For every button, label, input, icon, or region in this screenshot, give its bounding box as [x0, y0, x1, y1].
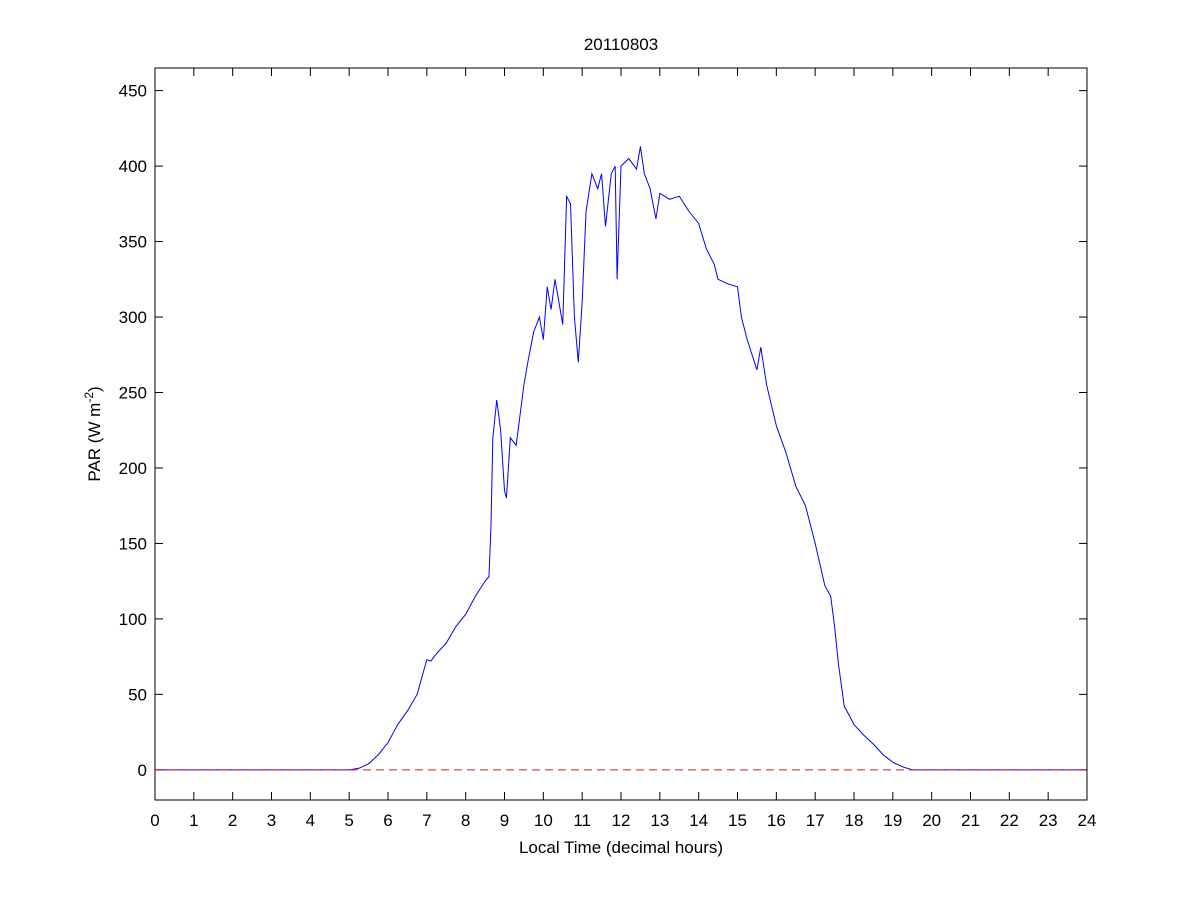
x-tick-label: 18 — [845, 811, 864, 830]
data-line — [155, 146, 1087, 771]
y-tick-label: 250 — [119, 383, 147, 402]
x-tick-label: 6 — [383, 811, 392, 830]
x-tick-label: 3 — [267, 811, 276, 830]
x-tick-label: 5 — [344, 811, 353, 830]
y-tick-label: 50 — [128, 685, 147, 704]
x-tick-label: 10 — [534, 811, 553, 830]
chart-title: 20110803 — [584, 35, 658, 54]
y-axis-label: PAR (W m-2) — [82, 386, 104, 481]
x-tick-label: 4 — [306, 811, 315, 830]
x-tick-label: 14 — [689, 811, 708, 830]
x-tick-label: 21 — [961, 811, 980, 830]
y-tick-label: 350 — [119, 233, 147, 252]
y-tick-label: 0 — [138, 761, 147, 780]
x-tick-label: 11 — [573, 811, 591, 830]
x-tick-label: 24 — [1078, 811, 1097, 830]
x-tick-label: 12 — [612, 811, 631, 830]
x-tick-label: 15 — [728, 811, 747, 830]
y-tick-label: 200 — [119, 459, 147, 478]
y-tick-label: 400 — [119, 157, 147, 176]
x-tick-label: 9 — [500, 811, 509, 830]
x-tick-label: 1 — [189, 811, 198, 830]
y-tick-label: 450 — [119, 82, 147, 101]
x-tick-label: 2 — [228, 811, 237, 830]
x-tick-label: 7 — [422, 811, 431, 830]
x-tick-label: 22 — [1000, 811, 1019, 830]
x-tick-label: 16 — [767, 811, 786, 830]
x-tick-label: 17 — [806, 811, 825, 830]
y-label-part: ) — [85, 386, 104, 392]
x-tick-label: 20 — [922, 811, 941, 830]
y-label-superscript: -2 — [82, 392, 96, 403]
x-axis-label: Local Time (decimal hours) — [519, 838, 723, 857]
y-label-part: PAR (W m — [85, 403, 104, 482]
x-tick-label: 8 — [461, 811, 470, 830]
y-tick-label: 100 — [119, 610, 147, 629]
x-tick-label: 0 — [150, 811, 159, 830]
y-tick-label: 300 — [119, 308, 147, 327]
x-tick-label: 13 — [650, 811, 669, 830]
plot-area — [154, 67, 1088, 801]
x-tick-label: 23 — [1039, 811, 1058, 830]
x-tick-label: 19 — [883, 811, 902, 830]
y-tick-label: 150 — [119, 534, 147, 553]
